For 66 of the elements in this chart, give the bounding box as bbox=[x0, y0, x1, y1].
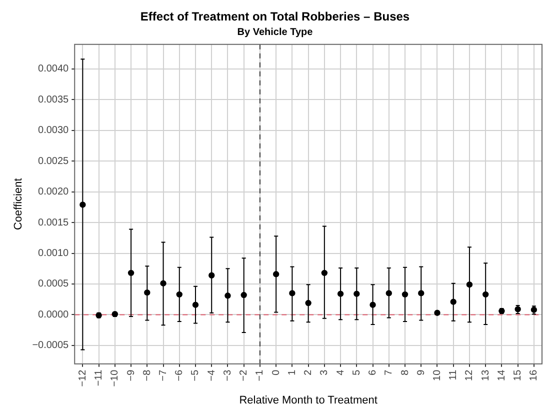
x-tick-label: 0 bbox=[270, 369, 282, 376]
y-tick-label: 0.0005 bbox=[38, 278, 70, 290]
x-tick-label: 9 bbox=[416, 369, 427, 376]
x-tick-label: −7 bbox=[158, 369, 170, 382]
point bbox=[354, 290, 360, 297]
y-tick-label: 0.0000 bbox=[38, 309, 70, 320]
y-tick-label: 0.0010 bbox=[38, 248, 70, 260]
x-tick-label: 12 bbox=[464, 369, 476, 381]
x-tick-label: 14 bbox=[496, 369, 508, 381]
point bbox=[192, 302, 199, 308]
y-tick-label: 0.0015 bbox=[38, 217, 70, 228]
point bbox=[305, 300, 312, 306]
x-tick-label: 7 bbox=[384, 369, 395, 376]
x-tick-label: −5 bbox=[190, 369, 202, 382]
x-tick-label: 16 bbox=[528, 369, 540, 381]
x-tick-label: −4 bbox=[206, 369, 218, 382]
chart-subtitle: By Vehicle Type bbox=[237, 27, 314, 38]
x-tick-label: 1 bbox=[286, 369, 298, 376]
chart-title: Effect of Treatment on Total Robberies – Buses bbox=[140, 10, 410, 24]
point bbox=[80, 202, 86, 208]
point bbox=[176, 291, 182, 298]
x-tick-label: 15 bbox=[512, 369, 524, 381]
point bbox=[208, 272, 215, 278]
point bbox=[224, 292, 231, 299]
x-tick-label: −9 bbox=[126, 369, 137, 382]
x-tick-label: −12 bbox=[77, 369, 88, 387]
y-tick-label: 0.0020 bbox=[38, 186, 70, 198]
point bbox=[272, 271, 280, 278]
x-tick-label: 4 bbox=[335, 369, 346, 376]
x-tick-label: −10 bbox=[110, 369, 121, 387]
y-tick-label: 0.0035 bbox=[38, 94, 70, 106]
x-tick-label: 13 bbox=[480, 369, 492, 381]
x-axis-title: Relative Month to Treatment bbox=[239, 394, 378, 406]
point bbox=[434, 310, 440, 316]
x-tick-label: 10 bbox=[432, 369, 443, 381]
x-tick-label: −1 bbox=[254, 369, 266, 382]
y-tick-label: 0.0040 bbox=[38, 64, 70, 75]
point bbox=[144, 289, 150, 296]
point bbox=[402, 291, 408, 298]
point bbox=[337, 290, 344, 297]
point bbox=[450, 298, 456, 305]
point bbox=[482, 291, 489, 298]
point bbox=[386, 290, 392, 296]
x-tick-label: 3 bbox=[319, 369, 330, 376]
x-tick-label: −8 bbox=[142, 369, 153, 382]
y-tick-label: 0.0030 bbox=[38, 125, 70, 136]
point bbox=[418, 290, 424, 296]
point bbox=[289, 290, 296, 296]
x-tick-label: −6 bbox=[174, 369, 186, 382]
x-tick-label: −2 bbox=[238, 369, 250, 382]
y-axis-title: Coefficient bbox=[12, 178, 25, 230]
x-tick-label: −3 bbox=[222, 369, 234, 382]
x-tick-label: 6 bbox=[368, 369, 379, 376]
y-tick-label: −0.0005 bbox=[32, 340, 70, 352]
x-tick-label: 5 bbox=[351, 369, 362, 376]
point bbox=[128, 270, 134, 276]
point bbox=[466, 281, 473, 288]
x-tick-label: 2 bbox=[303, 369, 314, 376]
point bbox=[240, 292, 247, 298]
point bbox=[160, 280, 166, 286]
point bbox=[370, 302, 376, 308]
x-tick-label: −11 bbox=[94, 369, 105, 386]
x-tick-label: 11 bbox=[448, 369, 460, 380]
point bbox=[321, 270, 328, 276]
x-tick-label: 8 bbox=[400, 369, 411, 376]
y-tick-label: 0.0025 bbox=[38, 156, 70, 167]
